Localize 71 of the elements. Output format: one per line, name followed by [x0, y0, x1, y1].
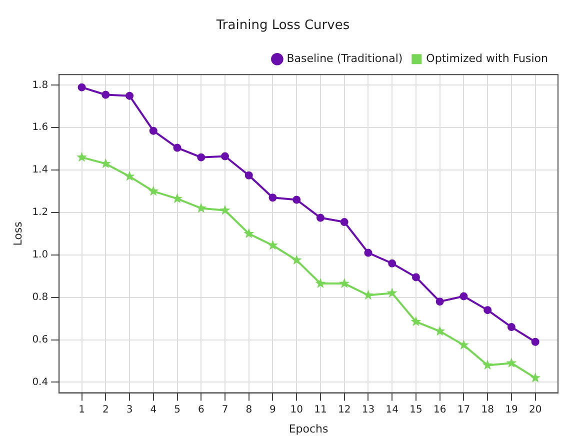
point	[364, 248, 372, 257]
point	[244, 171, 253, 180]
point	[221, 152, 230, 160]
x-tick-label: 1	[78, 404, 85, 416]
point	[268, 240, 278, 250]
x-tick-label: 20	[528, 404, 542, 416]
point	[410, 316, 422, 326]
y-tick-label: 1.4	[32, 164, 48, 176]
x-tick-label: 9	[270, 404, 276, 416]
point	[507, 323, 516, 332]
y-tick-label: 0.4	[32, 376, 48, 388]
point	[244, 228, 254, 238]
chart-title: Training Loss Curves	[215, 18, 350, 34]
x-tick-label: 17	[457, 404, 470, 416]
legend-label: Optimized with Fusion	[426, 52, 548, 65]
point	[78, 83, 86, 92]
point	[220, 204, 230, 215]
point	[458, 340, 469, 350]
point	[531, 338, 540, 346]
x-tick-label: 18	[481, 404, 494, 416]
x-tick-label: 10	[290, 404, 303, 416]
x-tick-label: 15	[410, 404, 422, 416]
point	[412, 273, 420, 282]
x-tick-label: 3	[126, 404, 133, 416]
x-tick-label: 7	[222, 404, 228, 416]
x-tick-label: 13	[362, 404, 375, 416]
y-axis-title: Loss	[11, 221, 24, 246]
y-tick-label: 0.6	[32, 334, 48, 346]
point	[506, 358, 517, 368]
y-tick-label: 0.8	[32, 292, 48, 303]
x-tick-label: 8	[246, 404, 252, 416]
x-tick-label: 6	[198, 404, 204, 416]
point	[316, 214, 324, 222]
point	[482, 360, 493, 370]
y-tick-label: 1.6	[32, 122, 48, 134]
legend-label: Baseline (Traditional)	[286, 52, 403, 65]
point	[148, 186, 159, 196]
point	[530, 372, 541, 382]
point	[268, 194, 277, 202]
point	[484, 306, 492, 314]
x-tick-label: 12	[338, 404, 351, 416]
point	[363, 290, 374, 300]
x-tick-label: 5	[174, 404, 180, 416]
point	[434, 326, 446, 336]
point	[340, 218, 348, 226]
point	[291, 254, 302, 265]
point	[386, 288, 398, 298]
point	[196, 202, 206, 213]
point	[436, 298, 444, 306]
x-tick-label: 4	[150, 404, 157, 416]
point	[173, 144, 182, 152]
x-tick-label: 16	[433, 404, 446, 416]
point	[339, 278, 350, 288]
y-tick-label: 1.2	[32, 207, 48, 218]
point	[315, 278, 326, 288]
x-tick-label: 11	[314, 404, 327, 416]
point	[102, 90, 110, 99]
point	[197, 153, 206, 162]
point	[76, 152, 88, 162]
point	[124, 170, 135, 181]
point	[460, 292, 468, 300]
point	[292, 196, 301, 204]
x-tick-label: 14	[386, 404, 398, 416]
point	[126, 92, 134, 100]
point	[388, 259, 396, 268]
y-tick-label: 1.0	[32, 250, 48, 261]
x-tick-label: 2	[102, 404, 109, 416]
y-tick-label: 1.8	[32, 80, 48, 91]
point	[149, 126, 158, 135]
x-axis-title: Epochs	[288, 422, 329, 436]
x-tick-label: 19	[505, 404, 518, 416]
